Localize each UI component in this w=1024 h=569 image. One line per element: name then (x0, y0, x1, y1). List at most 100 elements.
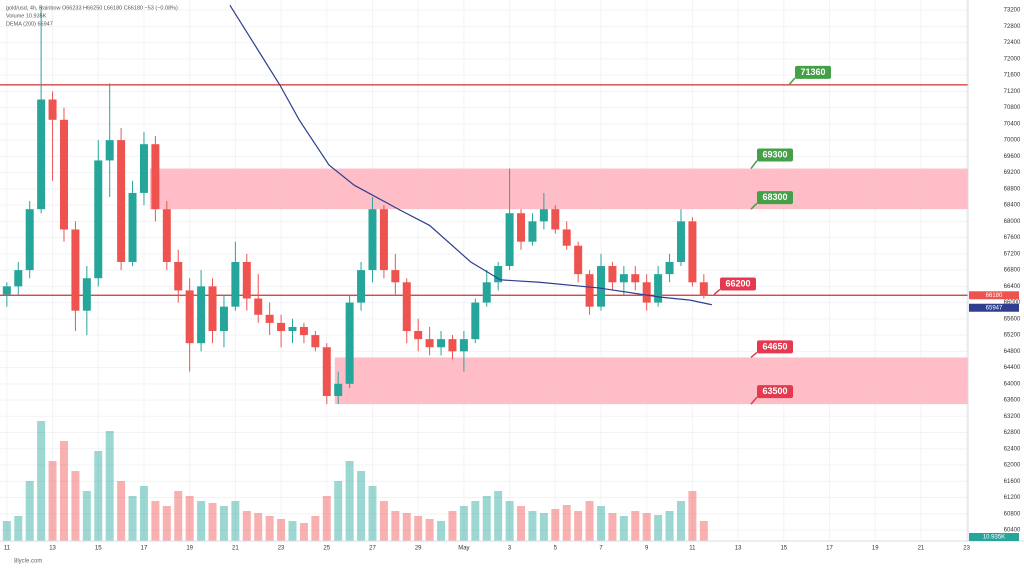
level-box (757, 191, 793, 205)
candle-body (608, 266, 617, 283)
candle-body (437, 339, 446, 348)
volume-bar (448, 511, 457, 541)
candle-body (151, 144, 160, 210)
volume-bar (471, 501, 480, 541)
volume-bar (505, 501, 514, 541)
candle-body (71, 229, 80, 311)
candle-body (482, 282, 491, 303)
volume-bar (254, 513, 263, 541)
volume-bar (322, 496, 331, 541)
y-tick-label: 66000 (1004, 300, 1021, 306)
candle-body (311, 335, 320, 348)
candle-body (471, 302, 480, 340)
y-tick-label: 71600 (1004, 73, 1021, 79)
y-tick-label: 63600 (1004, 398, 1021, 404)
candle-body (368, 209, 377, 271)
x-tick-label: 11 (689, 546, 696, 552)
level-pointer (750, 396, 758, 405)
candle-body (425, 339, 434, 348)
volume-bar (37, 421, 46, 541)
volume-bar (608, 513, 617, 541)
y-tick-label: 72800 (1004, 24, 1021, 30)
x-tick-label: 9 (645, 546, 649, 552)
candle-body (277, 322, 286, 332)
x-tick-label: 19 (186, 546, 193, 552)
y-tick-label: 69200 (1004, 170, 1021, 176)
y-tick-label: 62400 (1004, 446, 1021, 452)
level-pointer (788, 77, 796, 86)
candle-body (174, 261, 183, 291)
volume-bar (654, 515, 663, 541)
volume-bar (117, 481, 126, 541)
candle-body (357, 270, 366, 303)
candle-body (459, 339, 468, 352)
x-tick-label: 21 (232, 546, 239, 552)
price-tag (969, 303, 1019, 312)
volume-bar (311, 516, 320, 541)
level-pointer (713, 288, 721, 296)
candle-body (402, 282, 411, 332)
candle-body (2, 286, 11, 295)
x-tick-label: 17 (826, 546, 833, 552)
x-tick-label: 15 (780, 546, 787, 552)
volume-bar (231, 501, 240, 541)
candle-body (528, 221, 537, 242)
volume-bar (585, 501, 594, 541)
candle-body (105, 140, 114, 161)
candle-body (517, 213, 526, 242)
candle-body (391, 270, 400, 283)
volume-bar (597, 506, 605, 541)
level-label: 64650 (762, 341, 787, 351)
candle-body (551, 209, 560, 230)
level-label: 63500 (762, 386, 787, 396)
volume-bar (14, 516, 23, 541)
volume-bar (699, 521, 708, 541)
candle-body (562, 229, 571, 246)
candle-body (539, 209, 548, 222)
candle-body (597, 266, 605, 307)
volume-bar (185, 496, 194, 541)
candle-body (82, 278, 91, 311)
candle-body (414, 331, 423, 340)
candle-body (162, 209, 171, 262)
x-tick-label: 7 (599, 546, 603, 552)
volume-bar (2, 521, 11, 541)
y-tick-label: 66800 (1004, 268, 1021, 274)
candle-body (688, 221, 697, 283)
header-line: Volume 10.935K (6, 13, 47, 19)
zone (149, 168, 968, 210)
level-box (757, 148, 793, 162)
candle-body (94, 160, 103, 279)
y-tick-label: 67200 (1004, 251, 1021, 257)
candle-body (642, 282, 651, 303)
volume-bar (517, 506, 526, 541)
y-tick-label: 70800 (1004, 105, 1021, 111)
candle-body (37, 99, 46, 210)
x-tick-label: 13 (49, 546, 56, 552)
volume-bar (242, 511, 251, 541)
volume-bar (368, 486, 377, 541)
volume-bar (494, 491, 503, 541)
volume-bar (574, 511, 583, 541)
volume-bar (562, 505, 571, 541)
y-tick-label: 63200 (1004, 414, 1021, 420)
y-tick-label: 70400 (1004, 121, 1021, 127)
y-tick-label: 68400 (1004, 203, 1021, 209)
price-tag-label: 65947 (986, 305, 1003, 311)
y-tick-label: 64400 (1004, 365, 1021, 371)
y-tick-label: 62800 (1004, 430, 1021, 436)
volume-bar (208, 503, 217, 541)
header-line: gold/usd, 4h, Rainbow O66233 H66250 L661… (6, 5, 178, 11)
volume-bar (414, 516, 423, 541)
plot: 71360 69300 68300 66200 64650 63500 (0, 4, 969, 541)
candle-body (25, 209, 34, 271)
y-tick-label: 67600 (1004, 235, 1021, 241)
volume-bar (631, 511, 640, 541)
x-tick-label: 13 (735, 546, 742, 552)
volume-bar (459, 506, 468, 541)
y-tick-label: 71200 (1004, 89, 1021, 95)
volume-bar (25, 481, 34, 541)
volume-bar (59, 441, 68, 541)
y-tick-label: 65600 (1004, 316, 1021, 322)
candle-body (208, 286, 217, 332)
